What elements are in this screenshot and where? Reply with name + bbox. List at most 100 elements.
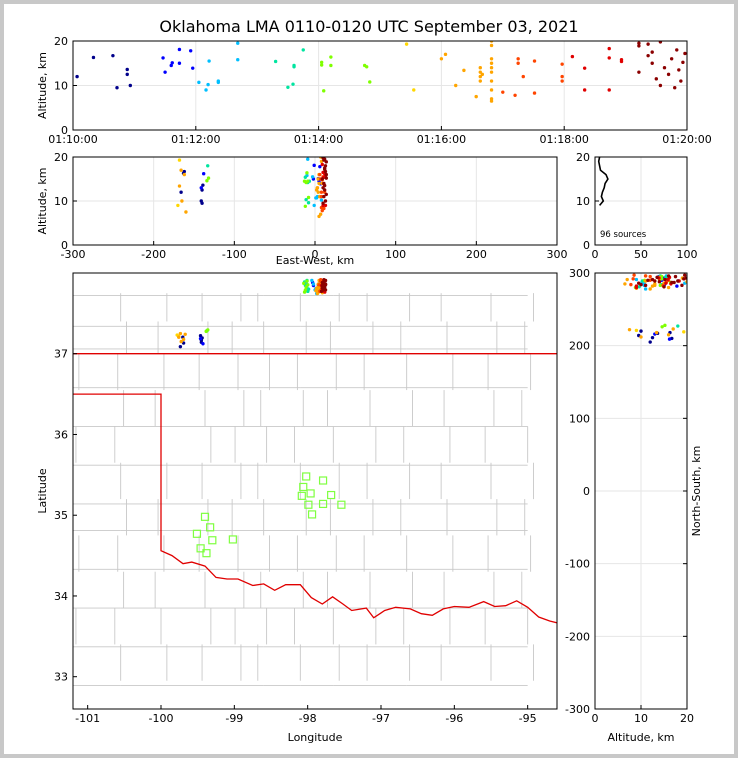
axes: -300 -200 -100 0 100 200 300 0 10 20 <box>54 151 568 261</box>
source-point <box>516 57 520 61</box>
source-point <box>199 199 203 203</box>
source-point <box>205 179 209 183</box>
source-point <box>658 283 663 288</box>
source-point <box>183 332 187 336</box>
source-point <box>412 88 416 92</box>
source-point <box>489 66 494 70</box>
x-tick-label: -300 <box>61 248 86 261</box>
source-point <box>322 183 327 188</box>
source-point <box>364 65 369 69</box>
source-point <box>303 175 308 179</box>
source-point <box>582 88 587 92</box>
source-point <box>404 42 409 46</box>
station-marker <box>192 529 202 538</box>
source-point <box>178 331 183 336</box>
lma-stations <box>192 472 346 558</box>
source-point <box>312 203 316 208</box>
x-tick-label: -200 <box>141 248 166 261</box>
source-point <box>653 283 657 288</box>
source-point <box>658 83 663 88</box>
source-point <box>315 186 320 190</box>
source-point <box>646 278 650 282</box>
x-tick-label: 50 <box>634 248 648 261</box>
source-point <box>675 284 679 288</box>
source-point <box>191 66 195 70</box>
source-point <box>664 281 668 285</box>
y-axis-label: Altitude, km <box>36 52 49 119</box>
y-tick-label: 33 <box>54 671 68 684</box>
source-point <box>323 164 328 168</box>
source-point <box>303 204 308 208</box>
source-point <box>489 99 494 103</box>
source-point <box>632 273 636 277</box>
source-point <box>570 54 575 59</box>
x-tick-label: 200 <box>466 248 487 261</box>
y-tick-label: 20 <box>54 35 68 48</box>
y-tick-label: 0 <box>583 485 590 498</box>
source-point <box>643 283 648 288</box>
source-point <box>675 48 679 52</box>
source-point <box>199 186 203 190</box>
source-point <box>319 194 324 199</box>
source-point <box>329 63 333 68</box>
source-point <box>201 172 206 176</box>
source-point <box>179 190 183 194</box>
x-tick-label: 0 <box>312 248 319 261</box>
source-point <box>660 325 664 329</box>
source-point <box>182 172 187 177</box>
source-point <box>201 183 205 187</box>
plan-view-panel: -101 -100 -99 -98 -97 -96 -95 33 34 35 36 37 Latitu… <box>36 272 558 744</box>
source-point <box>655 275 659 280</box>
source-point <box>306 287 311 291</box>
altitude-northsouth-panel: 0 10 20 -300 -200 -100 0 100 200 300 Altitude, km… <box>565 267 703 744</box>
source-point <box>676 279 680 283</box>
y-tick-label: 100 <box>569 412 590 425</box>
y-tick-label: 10 <box>54 80 68 93</box>
source-point <box>560 79 564 83</box>
source-point <box>322 89 326 93</box>
source-point <box>180 199 184 203</box>
station-marker <box>202 549 211 558</box>
source-point <box>321 288 325 292</box>
source-point <box>306 283 310 287</box>
source-point <box>170 61 174 65</box>
source-point <box>161 56 165 60</box>
source-point <box>305 171 309 175</box>
source-point <box>478 79 482 83</box>
y-tick-label: -100 <box>565 558 590 571</box>
source-point <box>305 279 309 283</box>
y-tick-label: 20 <box>54 151 68 164</box>
source-point <box>206 176 211 180</box>
source-point <box>667 337 672 341</box>
source-point <box>291 82 295 86</box>
source-point <box>646 42 650 46</box>
source-point <box>663 277 667 282</box>
source-point <box>302 281 306 286</box>
source-point <box>368 80 372 84</box>
source-point <box>128 83 133 88</box>
panel-background <box>73 273 557 709</box>
y-tick-label: 10 <box>54 195 68 208</box>
source-point <box>216 80 221 85</box>
y-tick-label: 10 <box>576 195 590 208</box>
station-marker <box>299 482 308 492</box>
y-axis-label: Latitude <box>36 468 49 514</box>
source-point <box>292 63 296 68</box>
source-point <box>115 86 119 90</box>
x-tick-label: 01:10:00 <box>48 133 97 146</box>
source-point <box>625 277 629 282</box>
x-tick-label: 10 <box>634 712 648 725</box>
x-tick-label: 300 <box>547 248 568 261</box>
source-point <box>560 74 564 79</box>
source-point <box>204 329 208 334</box>
source-point <box>236 41 240 45</box>
source-point <box>619 59 624 64</box>
x-tick-label: -99 <box>225 712 243 725</box>
source-point <box>683 273 687 277</box>
eastwest-altitude-panel: -300 -200 -100 0 100 200 300 0 10 20 Altitude, km… <box>36 151 568 267</box>
source-point <box>637 70 641 74</box>
time-altitude-panel: 01:10:00 01:12:00 01:14:00 01:16:00 01:18:00… <box>36 35 712 146</box>
x-tick-label: 100 <box>385 248 406 261</box>
x-axis-label: East-West, km <box>276 254 354 267</box>
source-point <box>91 55 96 60</box>
